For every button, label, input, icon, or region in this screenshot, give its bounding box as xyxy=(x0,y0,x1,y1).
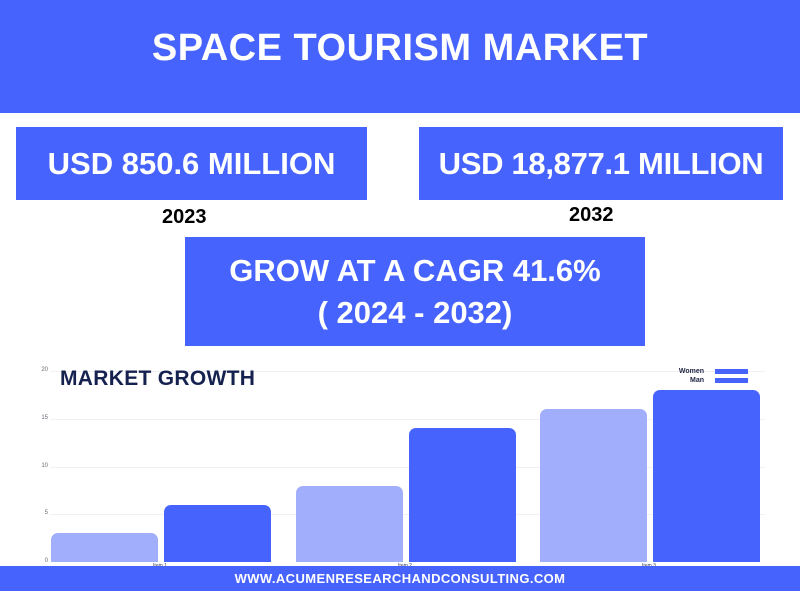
market-value-2023: USD 850.6 MILLION xyxy=(47,145,336,181)
year-label-2032: 2032 xyxy=(569,204,614,226)
legend-swatch xyxy=(715,378,748,383)
cagr-box: GROW AT A CAGR 41.6% ( 2024 - 2032) xyxy=(185,237,645,346)
legend-item-women: Women xyxy=(679,367,748,376)
legend-swatch xyxy=(715,369,748,374)
legend-label: Man xyxy=(690,377,704,384)
bar-women-item-2 xyxy=(296,485,403,562)
website-link[interactable]: WWW.ACUMENRESEARCHANDCONSULTING.COM xyxy=(234,571,566,586)
y-tick-label: 10 xyxy=(41,463,48,469)
legend-label: Women xyxy=(678,368,704,375)
page-title: SPACE TOURISM MARKET xyxy=(151,27,649,69)
footer-banner: WWW.ACUMENRESEARCHANDCONSULTING.COM xyxy=(0,566,800,591)
market-value-2032-box: USD 18,877.1 MILLION xyxy=(419,127,783,200)
gridline-20 xyxy=(50,371,765,372)
chart-legend: Women Man xyxy=(679,367,748,385)
y-tick-label: 0 xyxy=(44,558,48,564)
header-banner: SPACE TOURISM MARKET xyxy=(0,0,800,113)
y-tick-label: 20 xyxy=(41,367,48,373)
bar-women-item-3 xyxy=(540,409,647,562)
y-tick-label: 5 xyxy=(44,510,48,516)
year-label-2023: 2023 xyxy=(162,206,207,228)
y-tick-label: 15 xyxy=(41,415,48,421)
market-value-2032: USD 18,877.1 MILLION xyxy=(438,145,764,181)
bar-man-item-1 xyxy=(164,504,271,562)
market-value-2023-box: USD 850.6 MILLION xyxy=(16,127,367,200)
gridline-10 xyxy=(50,467,765,468)
market-growth-chart: 20 15 10 5 0 MARKET GROWTH Women Man Ite… xyxy=(0,355,800,570)
cagr-rate: GROW AT A CAGR 41.6% xyxy=(229,252,601,288)
chart-title: MARKET GROWTH xyxy=(60,367,256,390)
bar-man-item-3 xyxy=(653,390,760,562)
gridline-5 xyxy=(50,514,765,515)
legend-item-man: Man xyxy=(679,376,748,385)
gridline-15 xyxy=(50,419,765,420)
bar-women-item-1 xyxy=(51,533,158,562)
bar-man-item-2 xyxy=(409,428,516,562)
cagr-period: ( 2024 - 2032) xyxy=(317,294,513,330)
